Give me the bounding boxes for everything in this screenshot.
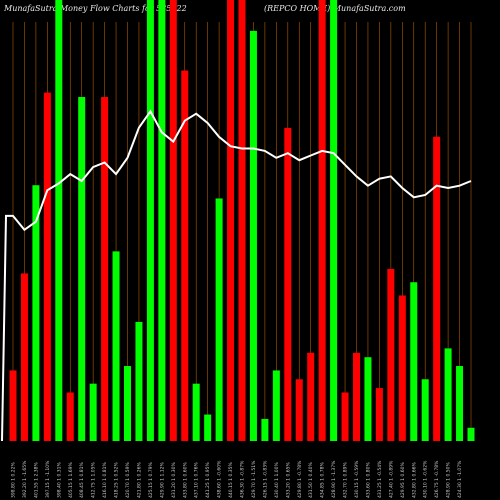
bar-down [387,269,395,441]
bar-up [364,357,372,441]
x-tick-label: 438.60 1 -0.60% [217,460,223,498]
x-tick-label: 421.80 1 0.26% [136,462,142,498]
x-tick-label: 429.70 1 -1.51% [251,460,257,498]
price-line-group [1,109,472,442]
x-tick-label: 398.80 1 0.22% [11,462,17,498]
x-tick-label: 412.75 1 1.05% [91,462,97,498]
x-tick-label: 405.15 1 1.69% [68,462,74,498]
bar-down [20,273,28,441]
bar-up [112,251,120,441]
bar-down [66,392,74,441]
bar-down [295,379,303,441]
x-tick-label: 429.95 1 0.60% [400,462,406,498]
x-tick-label: 433.60 1 0.80% [365,462,371,498]
bars [9,0,475,442]
x-tick-label: 416.10 1 0.81% [102,462,108,498]
bar-up [158,0,166,441]
bar-down [375,388,383,441]
bar-down [227,0,235,441]
chart-header-left: MunafaSutra Money Flow Charts for 535322 [4,4,187,13]
bar-down [9,370,17,441]
bar-up [421,379,429,441]
x-tick-label: 424.30 1 -1.07% [457,460,463,498]
x-tick-label: 425.15 1 0.79% [148,462,154,498]
x-tick-label: 441.25 1 0.95% [205,462,211,498]
bar-up [89,383,97,441]
x-tick-label: 428.90 1 0.50% [446,462,452,498]
x-tick-label: 420.70 1 0.59% [125,462,131,498]
x-tick-label: 426.15 1 -0.83% [262,460,268,498]
x-tick-label: 429.80 1 -0.78% [297,460,303,498]
bar-up [55,0,63,441]
bar-down [433,136,441,441]
bar-up [78,97,86,442]
bar-up [146,0,154,441]
bar-down [238,0,246,441]
x-tick-label: 392.20 1 -1.65% [22,460,28,498]
x-tick-label: 430.40 1 1.00% [274,462,280,498]
bar-up [204,414,212,441]
bar-up [215,198,223,441]
x-tick-label: 430.15 1 -0.59% [354,460,360,498]
bar-down [398,295,406,441]
bar-up [249,30,257,442]
bar-up [444,348,452,441]
x-tick-label: 418.25 1 0.52% [114,462,120,498]
bar-down [43,92,51,442]
bar-down [169,0,177,441]
bar-up [456,366,464,441]
x-tick-label: 427.40 1 -0.89% [388,460,394,498]
bar-down [284,127,292,441]
bar-up [330,0,338,441]
bar-down [318,0,326,441]
bar-down [307,352,315,441]
bar-up [261,418,269,441]
x-tick-label: 398.40 1 0.31% [56,462,62,498]
x-axis-labels: 398.80 1 0.22% 392.20 1 -1.65% 401.55 1 2.… [11,460,464,498]
x-tick-label: 437.10 1 0.76% [194,462,200,498]
x-tick-label: 433.80 1 0.60% [182,462,188,498]
x-tick-label: 430.10 1 -0.62% [423,460,429,498]
bar-up [410,282,418,441]
x-tick-label: 434.85 1 0.78% [320,462,326,498]
bar-down [101,97,109,442]
bar-up [135,321,143,441]
bar-down [341,392,349,441]
x-tick-label: 433.20 1 0.65% [285,462,291,498]
x-tick-label: 431.20 1 0.30% [171,462,177,498]
x-tick-label: 426.75 1 -0.78% [434,460,440,498]
price-line [1,109,472,442]
x-tick-label: 431.50 1 0.40% [308,462,314,498]
x-tick-label: 429.90 1 1.12% [159,462,165,498]
bar-up [124,366,131,441]
x-tick-label: 397.15 1 -1.10% [45,460,51,498]
bar-up [467,427,475,441]
bar-down [353,352,360,441]
bar-up [192,383,200,441]
x-tick-label: 428.90 1 -1.37% [331,460,337,498]
bar-up [272,370,280,441]
bar-down [181,70,189,441]
x-tick-label: 432.80 1 0.66% [411,462,417,498]
x-tick-label: 401.55 1 2.38% [33,462,39,498]
bar-up [32,185,40,441]
x-tick-label: 440.15 1 0.35% [228,462,234,498]
x-tick-label: 431.25 1 -0.54% [377,460,383,498]
x-tick-label: 432.70 1 0.89% [343,462,349,498]
x-tick-label: 436.30 1 -0.87% [240,460,246,498]
x-tick-label: 408.45 1 0.81% [79,462,85,498]
